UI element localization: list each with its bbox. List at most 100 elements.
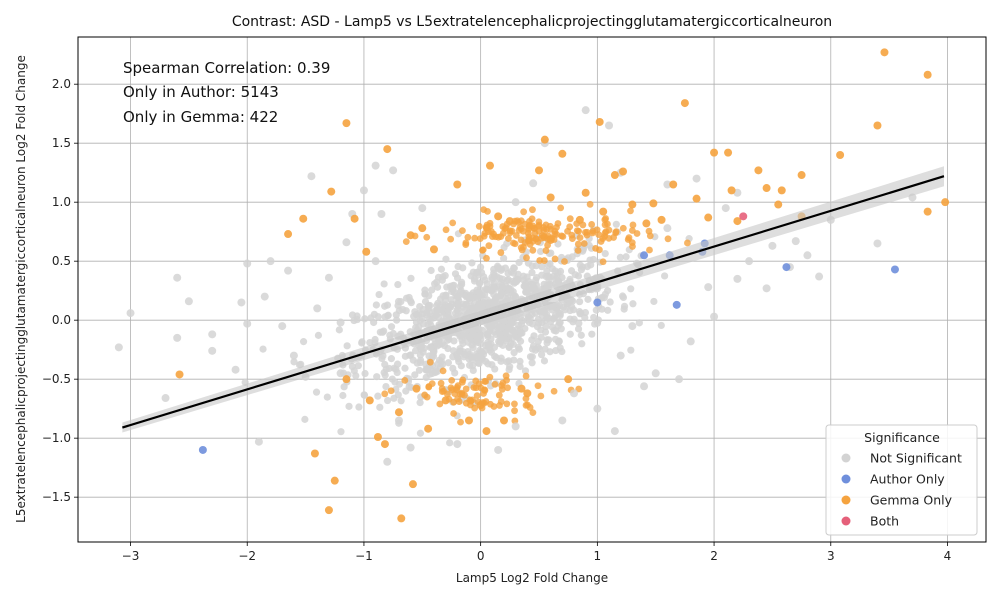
x-tick-label: 4 bbox=[944, 549, 952, 563]
x-tick-label: 2 bbox=[710, 549, 718, 563]
cloud-point bbox=[360, 391, 368, 399]
cloud-point bbox=[619, 293, 628, 302]
cloud-point bbox=[442, 255, 450, 263]
point-not-significant bbox=[558, 416, 567, 425]
point-gemma-only bbox=[365, 396, 374, 405]
point-author-only bbox=[782, 263, 791, 272]
cloud-point bbox=[502, 295, 510, 303]
cloud-point bbox=[503, 400, 511, 408]
cloud-point bbox=[436, 400, 444, 408]
point-not-significant bbox=[529, 179, 538, 188]
cloud-point bbox=[537, 333, 545, 341]
cloud-point bbox=[507, 318, 515, 326]
cloud-point bbox=[433, 302, 441, 310]
cloud-point bbox=[389, 329, 397, 338]
cloud-point bbox=[371, 335, 379, 344]
cloud-point bbox=[401, 364, 409, 372]
annotation-spearman: Spearman Correlation: 0.39 bbox=[123, 59, 330, 77]
cloud-point bbox=[546, 348, 554, 356]
cloud-point bbox=[528, 336, 536, 344]
point-gemma-only bbox=[342, 375, 351, 384]
legend-label: Both bbox=[870, 514, 899, 529]
cloud-point bbox=[576, 234, 584, 242]
cloud-point bbox=[392, 311, 400, 319]
cloud-point bbox=[523, 316, 532, 324]
point-gemma-only bbox=[836, 150, 845, 159]
point-gemma-only bbox=[558, 149, 567, 158]
point-gemma-only bbox=[923, 70, 932, 79]
cloud-point bbox=[423, 311, 431, 319]
cloud-point bbox=[537, 392, 545, 400]
point-not-significant bbox=[278, 322, 287, 331]
y-tick-label: −1.0 bbox=[42, 431, 71, 445]
point-not-significant bbox=[243, 319, 252, 328]
cloud-point bbox=[540, 307, 548, 315]
cloud-point bbox=[559, 233, 567, 240]
cloud-point bbox=[542, 322, 550, 331]
cloud-point bbox=[348, 362, 356, 371]
cloud-point bbox=[504, 276, 512, 284]
cloud-point bbox=[483, 254, 490, 262]
cloud-point bbox=[566, 223, 574, 231]
point-not-significant bbox=[721, 204, 730, 213]
cloud-point bbox=[509, 239, 517, 247]
cloud-point bbox=[459, 227, 466, 235]
cloud-point bbox=[556, 267, 565, 276]
cloud-point bbox=[290, 358, 298, 366]
point-gemma-only bbox=[499, 416, 508, 425]
cloud-point bbox=[529, 222, 537, 230]
cloud-point bbox=[521, 325, 529, 333]
point-not-significant bbox=[254, 437, 263, 446]
cloud-point bbox=[492, 233, 499, 241]
cloud-point bbox=[624, 236, 632, 243]
plot-area bbox=[77, 36, 987, 543]
point-not-significant bbox=[762, 284, 771, 293]
cloud-point bbox=[512, 232, 520, 239]
cloud-point bbox=[555, 318, 563, 326]
cloud-point bbox=[606, 298, 614, 306]
cloud-point bbox=[588, 221, 596, 228]
regression-confidence-band bbox=[122, 166, 944, 433]
cloud-point bbox=[491, 365, 499, 373]
point-gemma-only bbox=[342, 119, 351, 128]
cloud-point bbox=[551, 267, 559, 275]
cloud-point bbox=[521, 367, 530, 375]
cloud-point bbox=[397, 397, 405, 405]
cloud-point bbox=[393, 316, 401, 324]
cloud-point bbox=[374, 313, 382, 321]
cloud-point bbox=[450, 410, 457, 417]
cloud-point bbox=[588, 330, 596, 338]
cloud-point bbox=[395, 380, 404, 388]
cloud-point bbox=[507, 267, 515, 276]
cloud-point bbox=[374, 392, 382, 400]
cloud-point bbox=[497, 249, 505, 256]
point-not-significant bbox=[663, 180, 672, 189]
point-not-significant bbox=[184, 297, 193, 306]
point-gemma-only bbox=[619, 167, 628, 176]
cloud-point bbox=[429, 350, 437, 358]
cloud-point bbox=[532, 235, 540, 243]
cloud-point bbox=[566, 330, 574, 338]
y-tick-label: 1.0 bbox=[52, 195, 71, 209]
cloud-point bbox=[455, 398, 463, 405]
cloud-point bbox=[522, 401, 530, 409]
cloud-point bbox=[486, 373, 494, 381]
cloud-point bbox=[529, 409, 537, 417]
point-not-significant bbox=[359, 186, 368, 195]
cloud-point bbox=[402, 387, 410, 395]
cloud-point bbox=[586, 256, 594, 264]
cloud-point bbox=[497, 354, 505, 362]
point-gemma-only bbox=[575, 215, 584, 224]
cloud-point bbox=[488, 286, 496, 294]
point-not-significant bbox=[768, 241, 777, 250]
cloud-point bbox=[627, 285, 635, 293]
legend-marker bbox=[841, 516, 851, 526]
cloud-point bbox=[376, 403, 384, 411]
cloud-point bbox=[416, 399, 424, 407]
cloud-point bbox=[301, 415, 309, 423]
point-not-significant bbox=[173, 273, 182, 282]
cloud-point bbox=[497, 289, 505, 297]
point-gemma-only bbox=[669, 180, 678, 189]
point-author-only bbox=[890, 265, 899, 274]
cloud-point bbox=[464, 233, 472, 241]
